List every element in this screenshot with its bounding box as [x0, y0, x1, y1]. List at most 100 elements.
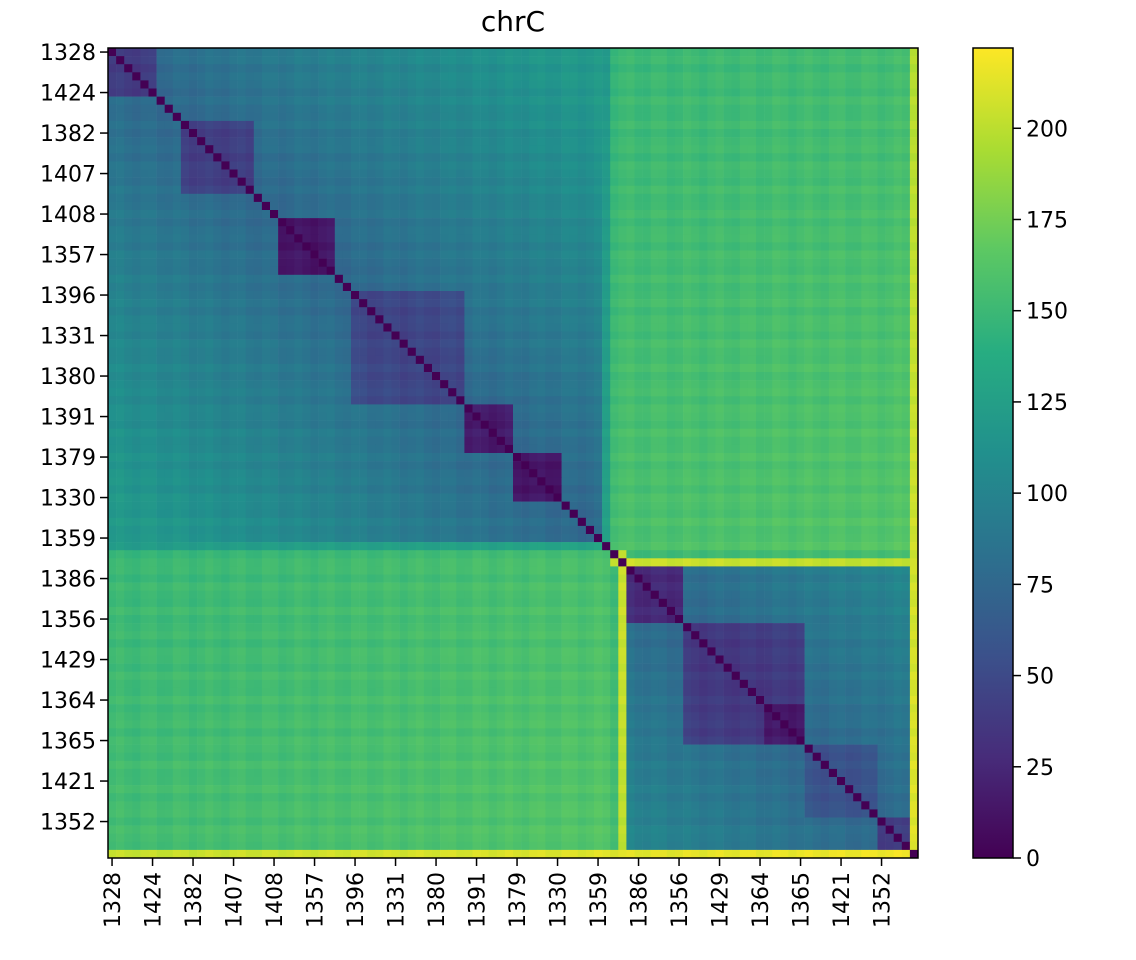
- heatmap-cell: [901, 104, 911, 114]
- heatmap-cell: [245, 258, 255, 267]
- heatmap-cell: [375, 307, 384, 316]
- heatmap-cell: [837, 193, 846, 203]
- heatmap-cell: [375, 96, 384, 105]
- heatmap-cell: [812, 266, 822, 276]
- heatmap-cell: [577, 291, 587, 300]
- heatmap-cell: [909, 96, 919, 105]
- heatmap-cell: [820, 242, 830, 251]
- heatmap-cell: [245, 218, 255, 227]
- heatmap-cell: [723, 436, 732, 446]
- heatmap-cell: [869, 104, 878, 114]
- heatmap-cell: [585, 218, 595, 227]
- heatmap-cell: [432, 412, 441, 421]
- heatmap-cell: [488, 396, 498, 405]
- heatmap-cell: [837, 307, 846, 316]
- heatmap-cell: [521, 347, 530, 357]
- heatmap-cell: [691, 323, 700, 332]
- heatmap-cell: [764, 404, 773, 413]
- heatmap-cell: [537, 145, 546, 154]
- heatmap-cell: [756, 291, 765, 300]
- heatmap-cell: [213, 339, 222, 348]
- heatmap-cell: [861, 436, 870, 446]
- heatmap-cell: [432, 404, 441, 413]
- heatmap-cell: [812, 96, 822, 105]
- heatmap-cell: [577, 153, 587, 162]
- heatmap-cell: [707, 137, 716, 146]
- heatmap-cell: [521, 396, 530, 405]
- heatmap-cell: [885, 347, 894, 357]
- heatmap-cell: [367, 396, 376, 405]
- heatmap-cell: [804, 412, 813, 421]
- heatmap-cell: [432, 177, 441, 186]
- heatmap-cell: [213, 258, 222, 267]
- heatmap-cell: [108, 396, 117, 405]
- heatmap-cell: [545, 347, 554, 357]
- heatmap-cell: [877, 145, 886, 154]
- heatmap-cell: [699, 161, 708, 170]
- heatmap-cell: [594, 444, 603, 454]
- heatmap-cell: [788, 218, 797, 227]
- heatmap-cell: [132, 250, 141, 259]
- heatmap-cell: [237, 242, 246, 251]
- heatmap-cell: [747, 80, 757, 89]
- heatmap-cell: [594, 218, 603, 227]
- heatmap-cell: [164, 177, 174, 186]
- heatmap-cell: [124, 307, 133, 316]
- heatmap-cell: [116, 56, 125, 65]
- heatmap-cell: [715, 210, 724, 219]
- heatmap-cell: [521, 72, 530, 81]
- heatmap-cell: [618, 396, 627, 405]
- heatmap-cell: [164, 347, 174, 357]
- heatmap-cell: [197, 274, 206, 284]
- heatmap-cell: [375, 412, 384, 421]
- heatmap-cell: [869, 201, 878, 211]
- heatmap-cell: [561, 193, 570, 203]
- heatmap-cell: [488, 88, 498, 97]
- heatmap-cell: [189, 129, 198, 138]
- heatmap-cell: [561, 145, 570, 154]
- heatmap-cell: [828, 88, 838, 97]
- heatmap-cell: [675, 331, 684, 340]
- heatmap-cell: [602, 299, 611, 308]
- heatmap-cell: [675, 355, 684, 365]
- heatmap-cell: [675, 137, 684, 146]
- heatmap-cell: [116, 169, 125, 178]
- heatmap-cell: [205, 315, 214, 324]
- heatmap-cell: [861, 112, 870, 122]
- heatmap-cell: [245, 266, 255, 276]
- heatmap-cell: [594, 299, 603, 308]
- heatmap-cell: [286, 291, 295, 300]
- heatmap-cell: [132, 226, 141, 235]
- heatmap-cell: [812, 161, 822, 170]
- heatmap-cell: [569, 291, 579, 300]
- heatmap-cell: [642, 72, 651, 81]
- heatmap-cell: [116, 250, 125, 259]
- heatmap-cell: [569, 120, 579, 130]
- heatmap-cell: [504, 112, 514, 122]
- heatmap-cell: [140, 177, 149, 186]
- heatmap-cell: [448, 56, 457, 65]
- heatmap-cell: [213, 80, 222, 89]
- heatmap-cell: [820, 444, 830, 454]
- heatmap-cell: [189, 161, 198, 170]
- heatmap-cell: [804, 388, 813, 397]
- heatmap-cell: [521, 137, 530, 146]
- heatmap-cell: [294, 226, 303, 235]
- heatmap-cell: [448, 169, 457, 178]
- heatmap-cell: [610, 412, 619, 421]
- heatmap-cell: [869, 153, 878, 162]
- heatmap-cell: [440, 323, 449, 332]
- heatmap-cell: [286, 129, 295, 138]
- heatmap-cell: [658, 56, 668, 65]
- heatmap-cell: [877, 242, 886, 251]
- heatmap-cell: [156, 169, 165, 178]
- heatmap-cell: [796, 420, 805, 429]
- heatmap-cell: [683, 380, 692, 389]
- heatmap-cell: [747, 96, 757, 105]
- heatmap-cell: [780, 120, 789, 130]
- heatmap-cell: [885, 226, 894, 235]
- heatmap-cell: [820, 428, 830, 438]
- heatmap-cell: [553, 315, 562, 324]
- heatmap-cell: [432, 193, 441, 203]
- heatmap-cell: [731, 339, 741, 348]
